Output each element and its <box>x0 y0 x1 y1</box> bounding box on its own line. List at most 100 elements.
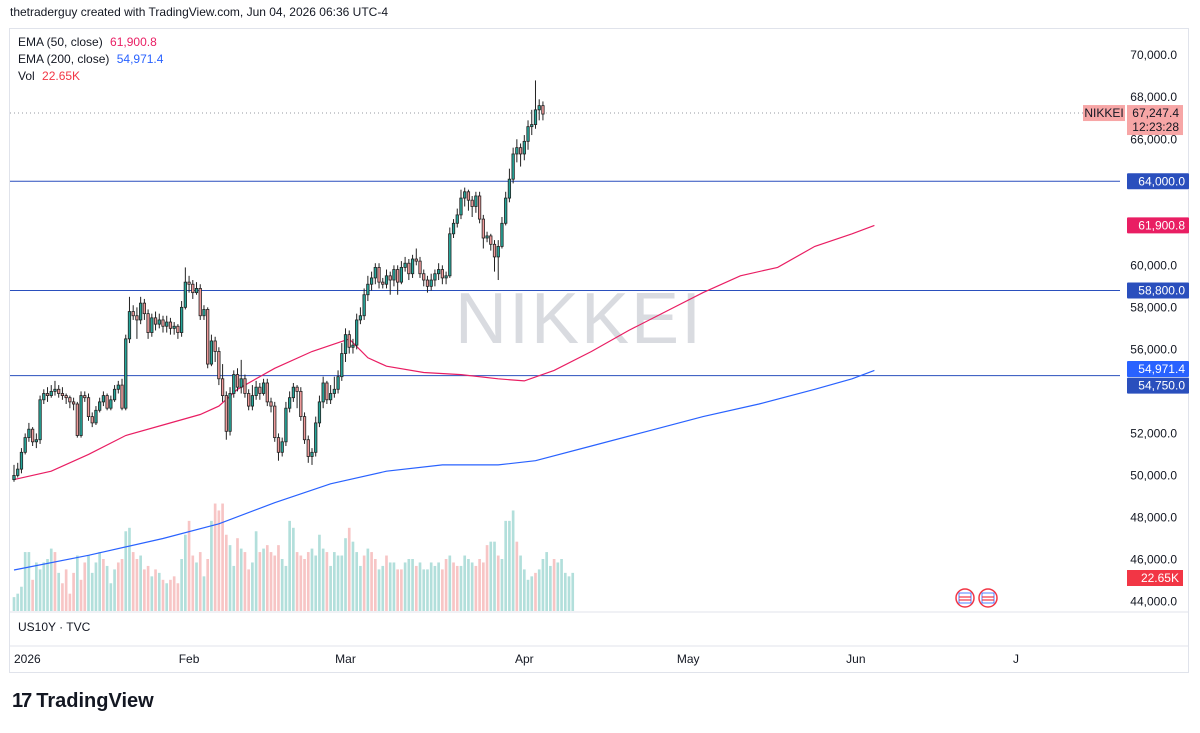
candle-body <box>466 191 471 201</box>
candle-body <box>477 195 482 220</box>
candle-body <box>302 416 307 441</box>
volume-bar <box>105 565 109 611</box>
volume-bar <box>258 552 262 611</box>
volume-bar <box>519 555 522 611</box>
candle-body <box>504 197 508 224</box>
x-axis-tick-label: Jun <box>846 652 865 666</box>
candle-body <box>38 399 42 441</box>
candle-body <box>217 351 221 380</box>
volume-bar <box>303 559 306 611</box>
indicator-legend: EMA (50, close) 61,900.8 EMA (200, close… <box>18 34 163 85</box>
candle-body <box>340 353 344 378</box>
candle-body <box>507 178 512 199</box>
volume-bar <box>407 559 411 611</box>
candle-body <box>388 275 392 281</box>
volume-bar <box>336 555 340 611</box>
volume-bar <box>191 555 195 611</box>
candle-body <box>45 393 50 396</box>
volume-bar <box>68 593 72 611</box>
volume-bar <box>403 562 407 611</box>
volume-bar <box>355 552 359 611</box>
volume-bar <box>426 569 429 611</box>
volume-bar <box>102 559 105 611</box>
candle-body <box>90 416 94 424</box>
candle-body <box>168 321 173 329</box>
volume-bar <box>496 555 500 611</box>
volume-bar <box>489 541 493 611</box>
volume-bar <box>53 552 57 611</box>
candle-body <box>317 401 322 424</box>
candle-body <box>12 475 16 481</box>
legend-ema50-value: 61,900.8 <box>110 35 157 49</box>
volume-bar <box>236 538 239 611</box>
volume-bar <box>61 583 64 611</box>
candle-body <box>314 422 318 453</box>
candle-body <box>232 374 236 394</box>
candle-body <box>150 317 154 333</box>
ema200-axis-label: 54,971.4 <box>1138 362 1185 376</box>
symbol-tag-bg <box>1083 105 1125 122</box>
volume-bar <box>474 565 478 611</box>
volume-bar <box>124 531 128 611</box>
volume-bar <box>373 559 377 611</box>
volume-bar <box>154 569 157 611</box>
candle-body <box>139 302 143 321</box>
x-axis-tick-label: J <box>1013 652 1019 666</box>
candle-body <box>459 197 463 216</box>
volume-bar <box>277 545 280 611</box>
candle-body <box>172 325 176 329</box>
volume-bar <box>414 565 418 611</box>
volume-bar <box>482 562 485 611</box>
volume-bar <box>306 552 310 611</box>
tradingview-logo[interactable]: 17 TradingView <box>12 690 154 713</box>
volume-bar <box>23 552 27 611</box>
ema50-line <box>13 224 875 481</box>
volume-bar <box>563 572 567 611</box>
volume-bar <box>64 569 68 611</box>
volume-bar <box>522 569 526 611</box>
volume-bar <box>213 503 217 611</box>
lower-pane-label[interactable]: US10Y · TVC <box>18 620 91 634</box>
candle-body <box>433 273 437 281</box>
volume-bar <box>87 555 90 611</box>
volume-bar <box>366 548 370 611</box>
legend-vol[interactable]: Vol 22.65K <box>18 68 163 85</box>
volume-bar <box>545 552 548 611</box>
y-axis-tick-label: 66,000.0 <box>1130 132 1177 146</box>
x-axis-tick-label: 2026 <box>14 652 41 666</box>
volume-bar <box>340 555 344 611</box>
candle-body <box>325 382 329 401</box>
volume-bar <box>556 562 560 611</box>
legend-ema50[interactable]: EMA (50, close) 61,900.8 <box>18 34 163 51</box>
candle-body <box>153 317 158 325</box>
volume-bar <box>228 545 232 611</box>
volume-bar <box>38 569 42 611</box>
volume-bar <box>534 572 537 611</box>
candle-body <box>332 388 336 394</box>
candle-body <box>474 195 478 207</box>
volume-bar <box>526 579 530 611</box>
volume-bar <box>273 555 277 611</box>
candle-body <box>377 267 381 283</box>
volume-bar <box>433 565 437 611</box>
volume-bar <box>314 555 318 611</box>
chart-frame <box>9 28 1189 673</box>
volume-bar <box>549 565 552 611</box>
candle-body <box>355 319 359 346</box>
volume-bar <box>310 548 314 611</box>
candle-body <box>396 269 400 283</box>
volume-bar <box>224 534 228 611</box>
volume-bar <box>463 555 467 611</box>
candle-body <box>250 395 255 407</box>
volume-bar <box>243 552 247 611</box>
volume-bar <box>75 555 79 611</box>
candle-body <box>366 283 370 296</box>
level-label-58800: 58,800.0 <box>1138 284 1185 298</box>
volume-bar <box>90 572 94 611</box>
volume-bar <box>239 548 243 611</box>
candle-body <box>422 273 426 281</box>
candle-body <box>481 218 485 239</box>
legend-ema200[interactable]: EMA (200, close) 54,971.4 <box>18 51 163 68</box>
candle-body <box>142 302 146 315</box>
